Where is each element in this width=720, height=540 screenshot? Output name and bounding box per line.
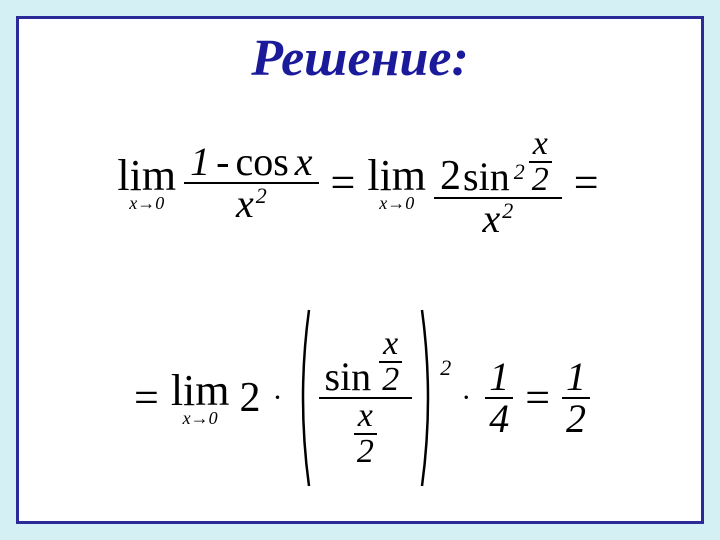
- fraction-1-2: 1 2: [562, 357, 590, 439]
- lim-operator-1: lim x→0: [117, 154, 176, 212]
- big-num: sin x 2: [319, 327, 413, 397]
- big-fraction: sin x 2 x 2: [319, 327, 413, 469]
- inner-num: x: [380, 327, 401, 361]
- coef-2: 2: [440, 155, 461, 197]
- fraction-1: 1 - cos x x 2: [184, 142, 318, 224]
- inner-num: x: [530, 127, 551, 161]
- lim-text: lim: [171, 369, 230, 413]
- den: 2: [562, 399, 590, 439]
- exponent: 2: [514, 161, 525, 183]
- one: 1: [190, 142, 210, 182]
- inner-num: x: [355, 399, 376, 433]
- sin-func: sin: [325, 357, 372, 397]
- cos-func: cos: [235, 142, 288, 182]
- page-background: Решение: lim x→0 1 - cos x x 2 =: [0, 0, 720, 540]
- exponent: 2: [256, 185, 267, 207]
- lim-operator-2: lim x→0: [367, 154, 426, 212]
- equation-line-2: = lim x→0 2 · sin x: [49, 283, 671, 513]
- num: 1: [562, 357, 590, 397]
- lim-text: lim: [367, 154, 426, 198]
- paren-group: sin x 2 x 2: [295, 308, 437, 488]
- title: Решение:: [49, 29, 671, 88]
- right-paren-icon: [418, 308, 436, 488]
- num: 1: [485, 357, 513, 397]
- denominator: x 2: [230, 184, 273, 224]
- numerator: 2 sin 2 x 2: [434, 127, 562, 197]
- numerator: 1 - cos x: [184, 142, 318, 182]
- var-x: x: [483, 199, 501, 239]
- cdot: ·: [273, 383, 283, 413]
- equation-line-1: lim x→0 1 - cos x x 2 = lim x→0: [49, 98, 671, 268]
- inner-frac-top: x 2: [379, 327, 402, 397]
- equals-sign: =: [331, 161, 356, 205]
- inner-den: 2: [354, 435, 377, 469]
- lim-subscript: x→0: [183, 409, 218, 427]
- den: 4: [485, 399, 513, 439]
- inner-den: 2: [529, 163, 552, 197]
- fraction-1-4: 1 4: [485, 357, 513, 439]
- paren-content: sin x 2 x 2: [313, 308, 419, 488]
- inner-frac-bot: x 2: [354, 399, 377, 469]
- outer-exponent: 2: [440, 357, 451, 379]
- inner-den: 2: [379, 363, 402, 397]
- equals-sign: =: [525, 376, 550, 420]
- content-frame: Решение: lim x→0 1 - cos x x 2 =: [16, 16, 704, 524]
- equals-sign: =: [134, 376, 159, 420]
- lim-subscript: x→0: [129, 194, 164, 212]
- left-paren-icon: [295, 308, 313, 488]
- inner-fraction-x2: x 2: [529, 127, 552, 197]
- var-x: x: [236, 184, 254, 224]
- big-den: x 2: [344, 399, 387, 469]
- lim-text: lim: [117, 154, 176, 198]
- var-x: x: [295, 142, 313, 182]
- sin-func: sin: [463, 157, 510, 197]
- minus-sign: -: [216, 142, 229, 182]
- lim-subscript: x→0: [379, 194, 414, 212]
- exponent: 2: [502, 200, 513, 222]
- denominator: x 2: [477, 199, 520, 239]
- coef-2: 2: [240, 377, 261, 419]
- fraction-2: 2 sin 2 x 2 x 2: [434, 127, 562, 239]
- lim-operator-3: lim x→0: [171, 369, 230, 427]
- cdot: ·: [461, 383, 471, 413]
- equals-sign: =: [574, 161, 599, 205]
